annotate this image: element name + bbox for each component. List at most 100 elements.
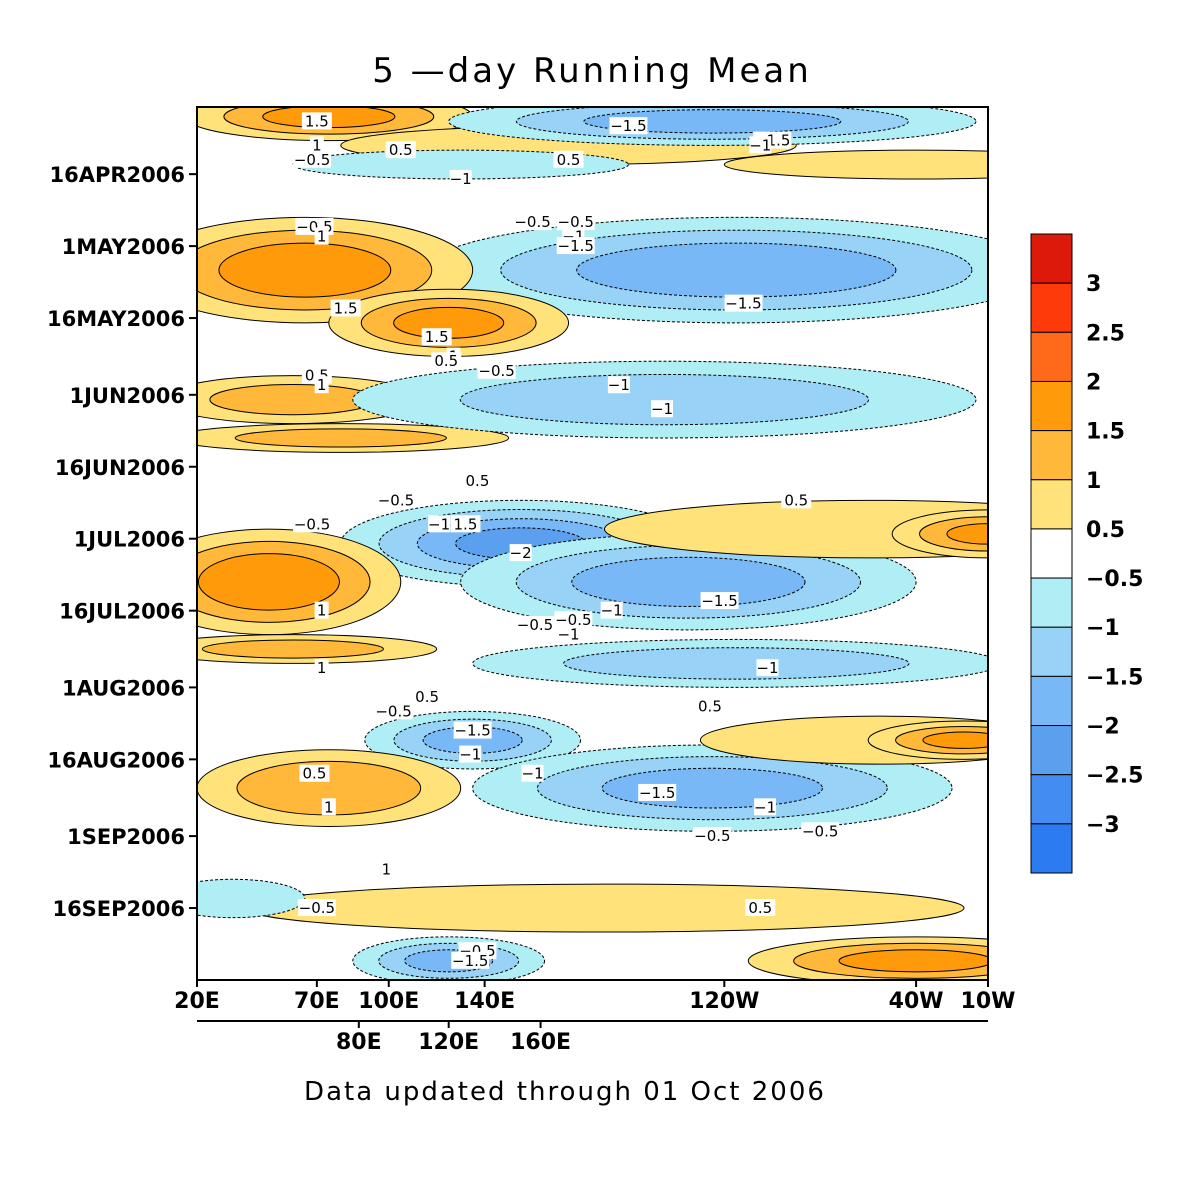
- contour-label-bg: [745, 899, 776, 917]
- contour-label: −1: [601, 602, 623, 620]
- contour-region: [197, 553, 340, 611]
- plot-frame: [196, 106, 989, 981]
- contour-label: −0.5: [378, 491, 414, 509]
- contour-region: [197, 878, 306, 919]
- contour-label-bg: [749, 136, 772, 154]
- contour-label: −0.5: [514, 213, 550, 231]
- contour-label-bg: [314, 376, 329, 394]
- contour-label-bg: [453, 721, 492, 739]
- y-tick-label: 1JUL2006: [74, 528, 185, 552]
- colorbar-swatch: [1030, 282, 1073, 333]
- contour-region: [922, 731, 988, 749]
- contour-label-bg: [607, 376, 630, 394]
- contour-region: [209, 383, 377, 416]
- contour-label: −1: [557, 626, 579, 644]
- contour-region: [571, 556, 806, 607]
- contour-label-bg: [314, 227, 329, 245]
- colorbar-swatch: [1030, 577, 1073, 628]
- y-tick-label: 1JUN2006: [70, 384, 186, 408]
- contour-label-bg: [557, 625, 580, 643]
- footer-note: Data updated through 01 Oct 2006: [304, 1077, 826, 1107]
- contour-label-bg: [700, 592, 739, 610]
- contour-label: −1.5: [639, 784, 675, 802]
- contour-label: 1: [312, 136, 322, 154]
- contour-label: 0.5: [415, 688, 439, 706]
- colorbar-swatch: [1030, 380, 1073, 432]
- contour-region: [218, 242, 392, 298]
- contour-label-bg: [314, 601, 329, 619]
- colorbar-label: 2.5: [1086, 321, 1125, 346]
- colorbar: 3 2.5 2 1.5 1 0.5 −0.5 −1 −1.5 −2 −2.5 −3: [1030, 233, 1143, 874]
- contour-label-bg: [297, 899, 336, 917]
- contour-label-bg: [293, 515, 332, 533]
- contour-label-bg: [477, 361, 516, 379]
- contour-region: [583, 109, 842, 134]
- contour-label: 0.5: [466, 472, 490, 490]
- contour-label: −0.5: [294, 515, 330, 533]
- contour-label: −1.5: [452, 952, 488, 970]
- colorbar-label: −0.5: [1086, 567, 1143, 592]
- y-tick-label: 1MAY2006: [62, 235, 185, 259]
- contour-label: −1.5: [701, 592, 737, 610]
- contour-region: [601, 767, 823, 809]
- contour-region: [838, 949, 988, 973]
- contour-label: −1: [754, 798, 776, 816]
- contour-label: −0.5: [558, 213, 594, 231]
- colorbar-label: 0.5: [1086, 518, 1125, 543]
- contour-label: −1.5: [610, 117, 646, 135]
- contour-label-bg: [301, 112, 332, 130]
- contour-region: [604, 499, 988, 559]
- contour-label: −1: [756, 659, 778, 677]
- contour-label: 1: [317, 376, 327, 394]
- contour-region: [459, 373, 870, 426]
- contour-label: −1.5: [454, 722, 490, 740]
- contour-label: −1: [459, 746, 481, 764]
- contour-label: −0.5: [802, 822, 838, 840]
- x-axis: 20E 70E 100E 140E 120W 40W 10W 80E 120E 160E: [174, 980, 1015, 1055]
- contour-label: 1.5: [454, 515, 478, 533]
- x-tick-label: 70E: [294, 989, 340, 1014]
- contour-label-bg: [299, 764, 330, 782]
- colorbar-swatch: [1030, 823, 1073, 874]
- contour-label-bg: [556, 213, 595, 231]
- contour-label-bg: [515, 616, 554, 634]
- colorbar-swatch: [1030, 626, 1073, 677]
- contour-region: [946, 523, 988, 545]
- contour-label: 0.5: [557, 151, 581, 169]
- contour-label-bg: [459, 745, 482, 763]
- contour-label-bg: [513, 213, 552, 231]
- contour-label: 1: [324, 798, 334, 816]
- colorbar-label: −1.5: [1086, 665, 1143, 690]
- contour-label-bg: [553, 150, 584, 168]
- contour-label: −0.5: [694, 827, 730, 845]
- contour-label: 0.5: [434, 352, 458, 370]
- colorbar-label: −2.5: [1086, 764, 1143, 789]
- x-tick-label-secondary: 120E: [418, 1030, 479, 1055]
- contour-label-bg: [556, 237, 595, 255]
- contour-label-bg: [781, 491, 812, 509]
- contour-label: −0.5: [555, 611, 591, 629]
- contour-label: 1: [317, 602, 327, 620]
- contour-label: 0.5: [698, 698, 722, 716]
- y-tick-label: 16MAY2006: [47, 307, 185, 331]
- contour-label-bg: [521, 764, 544, 782]
- colorbar-swatch: [1030, 479, 1073, 530]
- chart-title: 5 —day Running Mean: [372, 51, 812, 91]
- anomaly-fields: [197, 107, 988, 980]
- y-tick-label: 1AUG2006: [62, 676, 185, 700]
- contour-label-bg: [462, 472, 493, 490]
- contour-label-bg: [431, 352, 462, 370]
- contour-label: −1.5: [725, 295, 761, 313]
- contour-label-bg: [450, 515, 481, 533]
- contour-label-bg: [756, 659, 779, 677]
- contour-label-bg: [651, 400, 674, 418]
- contour-region: [723, 149, 988, 180]
- y-tick-label: 16SEP2006: [52, 897, 185, 921]
- contour-region: [563, 647, 910, 680]
- colorbar-label: −1: [1086, 616, 1120, 641]
- contour-label: −2: [510, 544, 532, 562]
- contour-label-bg: [374, 702, 413, 720]
- contour-label-bg: [421, 328, 452, 346]
- x-tick-label: 120W: [689, 989, 759, 1014]
